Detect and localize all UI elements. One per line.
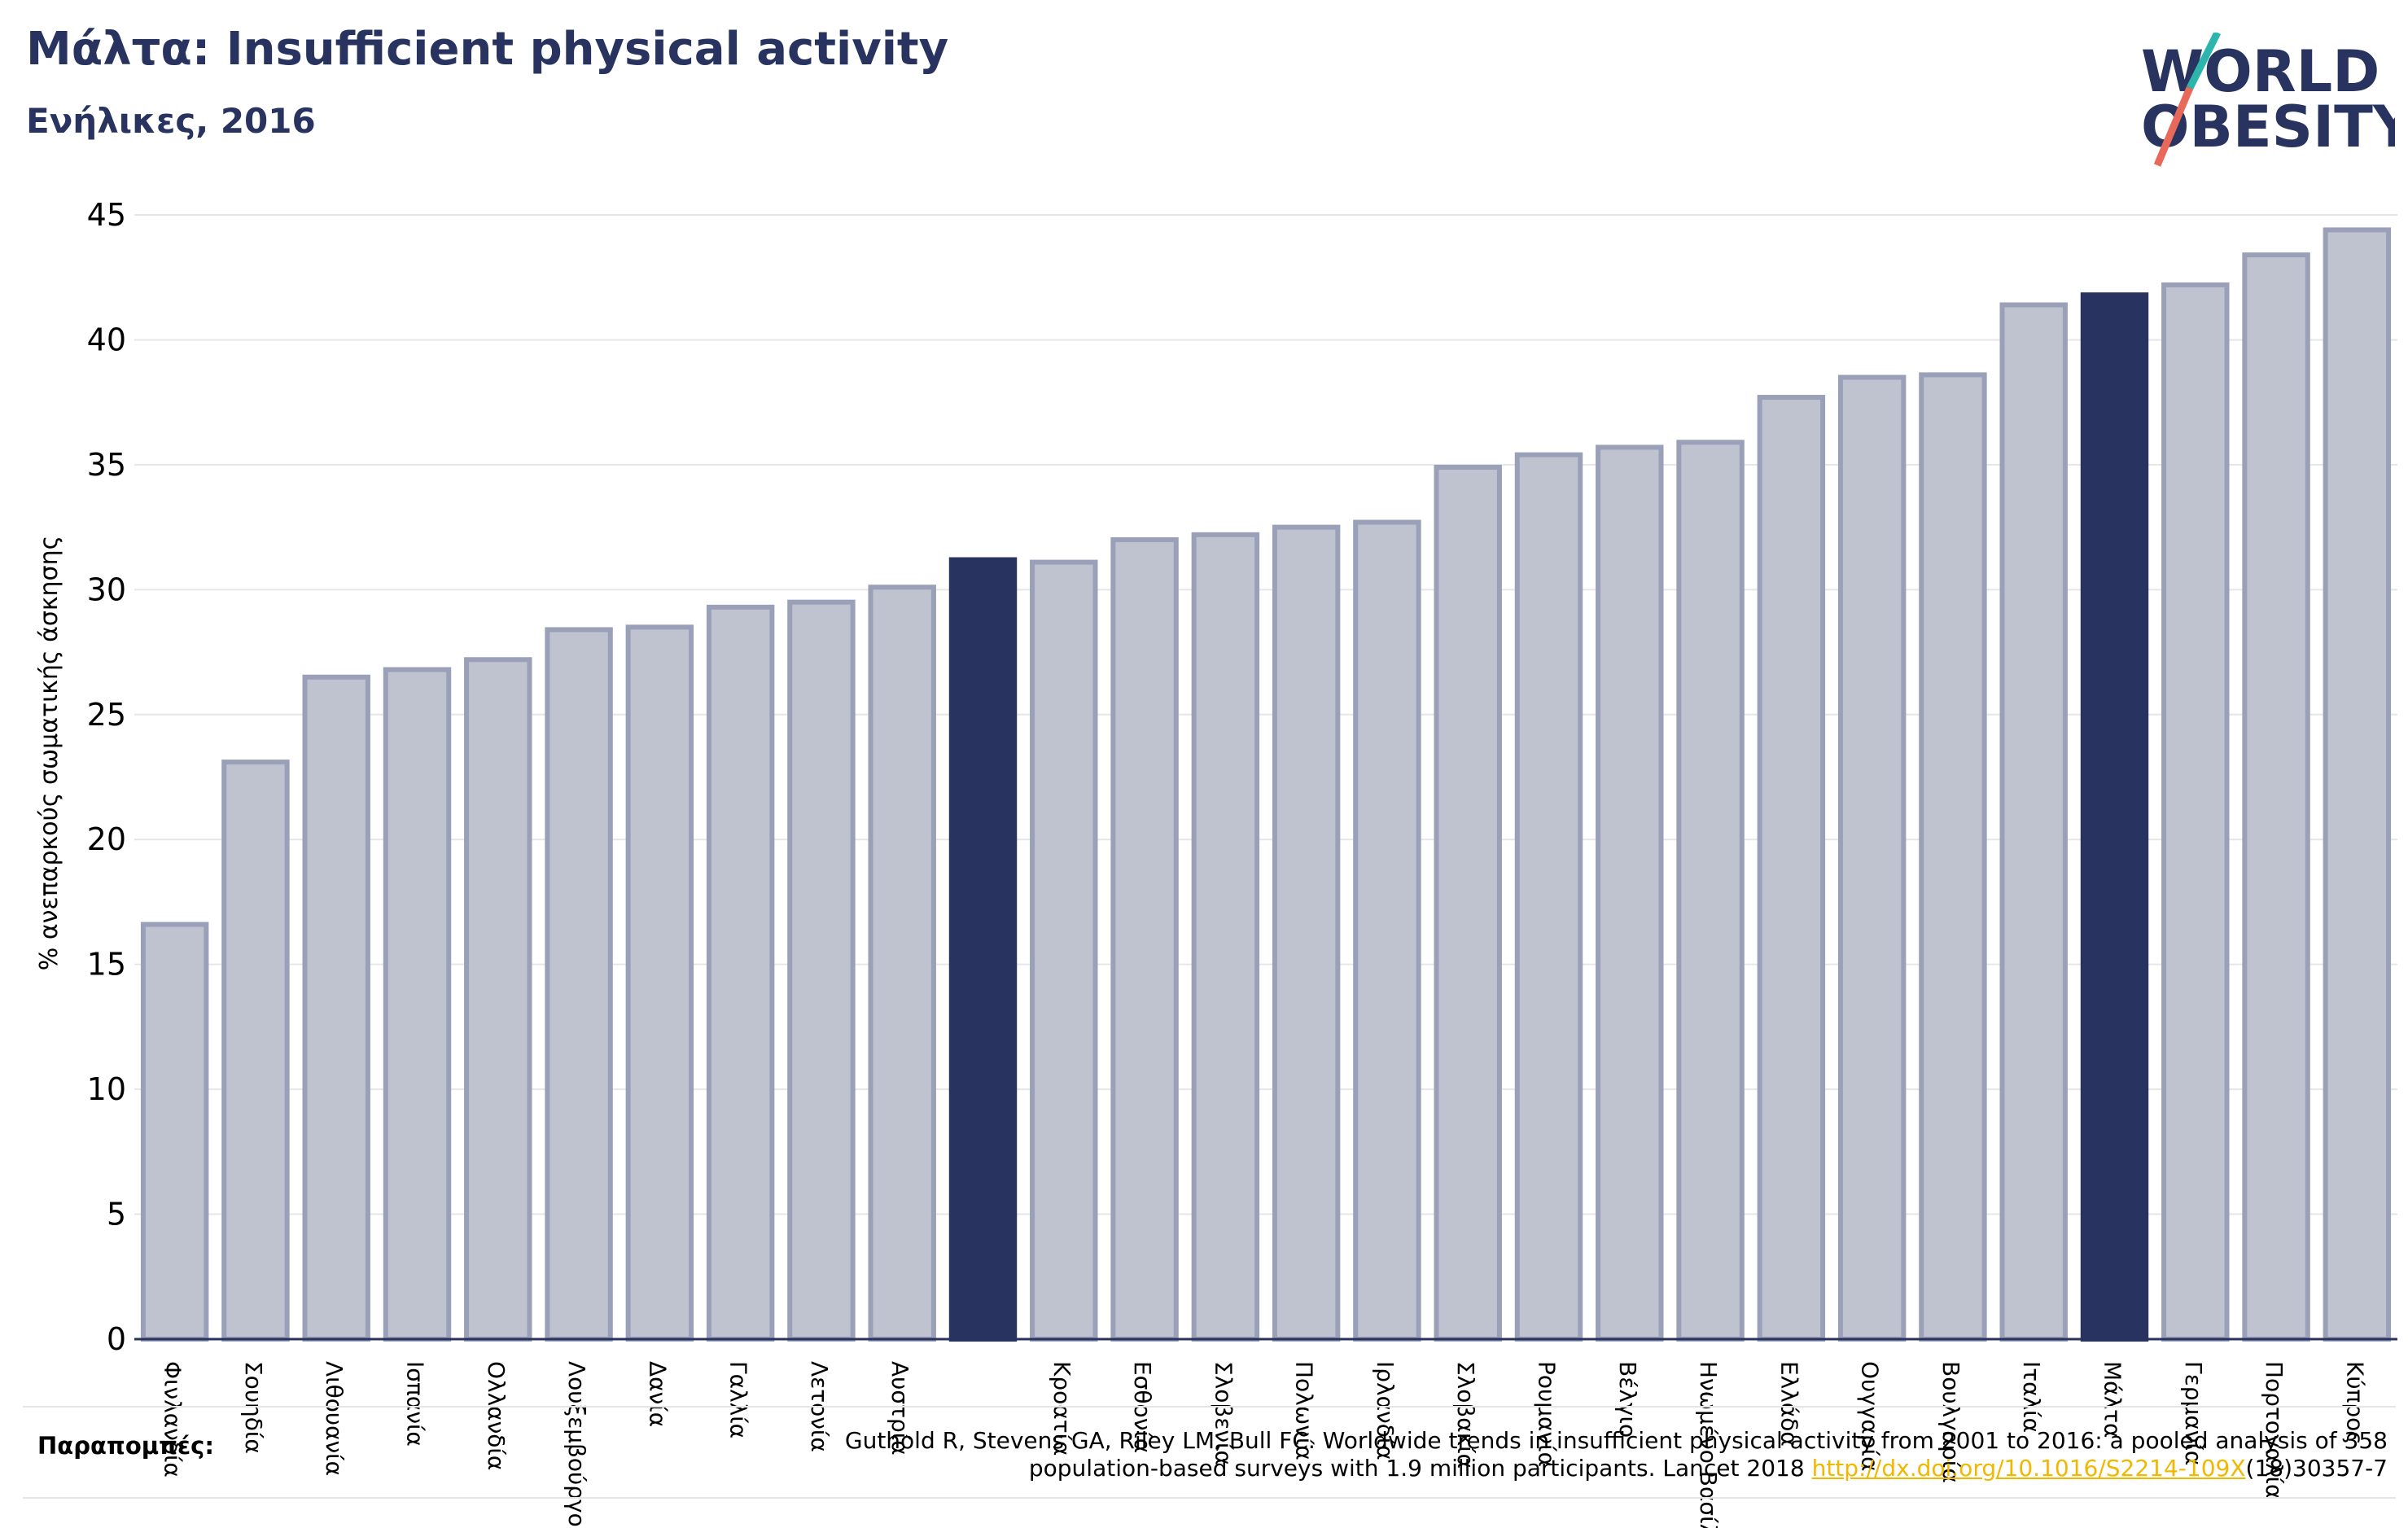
y-tick-label: 15 xyxy=(87,947,126,983)
x-tick-label: Ιταλία xyxy=(2018,1361,2045,1433)
references-text: Guthold R, Stevens GA, Riley LM, Bull FC… xyxy=(719,1427,2388,1482)
bar xyxy=(1676,440,1745,1342)
x-tick-label: Φινλανδία xyxy=(160,1361,186,1478)
bar-highlighted xyxy=(2080,292,2149,1342)
bar xyxy=(1919,372,1987,1342)
bar-highlighted xyxy=(948,557,1018,1342)
reference-line-2: population-based surveys with 1.9 millio… xyxy=(719,1455,2388,1482)
y-tick-label: 0 xyxy=(107,1321,126,1357)
references-label: Παραπομπές: xyxy=(37,1432,214,1460)
bar xyxy=(1110,536,1179,1342)
bar xyxy=(1514,452,1583,1342)
y-tick-label: 10 xyxy=(87,1071,126,1107)
x-tick-label: Ολλανδία xyxy=(483,1361,510,1470)
bar xyxy=(1596,444,1664,1342)
x-tick-label: Βέλγιο xyxy=(1614,1361,1641,1438)
x-tick-label: Πολωνία xyxy=(1291,1361,1318,1460)
bar xyxy=(2161,282,2230,1342)
bar xyxy=(868,584,936,1342)
x-tick-label: Ουγγαρία xyxy=(1857,1361,1884,1472)
x-tick-label: Ελλάδα xyxy=(1775,1361,1802,1447)
bar xyxy=(1191,532,1260,1342)
reference-doi-link[interactable]: http://dx.doi.org/10.1016/S2214-109X xyxy=(1811,1455,2246,1482)
x-tick-label: Πορτογαλία xyxy=(2261,1361,2288,1499)
x-tick-label: Σλοβενία xyxy=(1210,1361,1237,1465)
y-tick-label: 20 xyxy=(87,821,126,857)
bar xyxy=(2242,252,2310,1342)
bar xyxy=(706,604,775,1342)
bar xyxy=(383,667,452,1342)
chart-subtitle: Ενήλικες, 2016 xyxy=(26,101,316,141)
bar xyxy=(2323,227,2392,1342)
x-tick-label: Λιθουανία xyxy=(321,1361,348,1476)
x-tick-label: Γερμανία xyxy=(2180,1361,2207,1465)
x-tick-label: Μάλτα xyxy=(2099,1361,2126,1438)
y-axis-label: % ανεπαρκούς σωματικής άσκησης xyxy=(35,536,63,970)
reference-line-1: Guthold R, Stevens GA, Riley LM, Bull FC… xyxy=(844,1427,2388,1454)
bar xyxy=(464,657,532,1342)
x-tick-label: Δανία xyxy=(644,1361,671,1427)
bar xyxy=(1434,464,1502,1342)
bar xyxy=(545,627,613,1342)
y-tick-label: 25 xyxy=(87,697,126,733)
y-tick-label: 30 xyxy=(87,571,126,607)
world-obesity-logo: WORLD OBESITY xyxy=(2141,33,2395,167)
reference-line-2-prefix: population-based surveys with 1.9 millio… xyxy=(1028,1455,1812,1482)
x-tick-label: Κροατία xyxy=(1049,1361,1075,1456)
chart-title: Μάλτα: Insufficient physical activity xyxy=(26,23,949,76)
bar xyxy=(625,624,694,1342)
y-tick-label: 5 xyxy=(107,1197,126,1232)
bar xyxy=(1757,395,1826,1342)
x-tick-label: Βουλγαρία xyxy=(1937,1361,1964,1483)
reference-line-2-suffix: (18)30357-7 xyxy=(2245,1455,2388,1482)
bar xyxy=(1030,559,1098,1342)
x-tick-label: Γαλλία xyxy=(725,1361,752,1438)
bar xyxy=(787,599,856,1342)
x-tick-labels: Φινλανδία Σουηδία Λιθουανία Ισπανία Ολλανδία… xyxy=(160,1361,2369,1528)
x-tick-label: Ρουμανία xyxy=(1534,1361,1561,1467)
y-tick-label: 40 xyxy=(87,322,126,357)
x-tick-label: Ισπανία xyxy=(402,1361,429,1447)
y-tick-label: 45 xyxy=(87,197,126,233)
svg-text:WORLD: WORLD xyxy=(2141,38,2380,105)
x-tick-label: Ηνωμένο Βασίλειο xyxy=(1695,1361,1722,1528)
x-tick-label: Κύπρος xyxy=(2341,1361,2368,1445)
bar xyxy=(302,674,370,1342)
bars xyxy=(140,227,2392,1342)
bar xyxy=(1999,302,2068,1342)
x-tick-label: Λουξεμβούργο xyxy=(563,1361,590,1527)
y-tick-labels: 0 5 10 15 20 25 30 35 40 45 xyxy=(87,197,126,1357)
x-tick-label: Ιρλανδία xyxy=(1372,1361,1399,1460)
bar xyxy=(1272,524,1341,1342)
bar xyxy=(1353,519,1421,1342)
y-tick-label: 35 xyxy=(87,447,126,483)
bar xyxy=(1837,374,1907,1342)
x-tick-label: Σλοβακία xyxy=(1452,1361,1479,1469)
x-tick-label: Αυστρία xyxy=(887,1361,913,1456)
bar xyxy=(140,922,209,1342)
references-panel: Παραπομπές: Guthold R, Stevens GA, Riley… xyxy=(23,1406,2396,1499)
bar xyxy=(221,760,290,1342)
